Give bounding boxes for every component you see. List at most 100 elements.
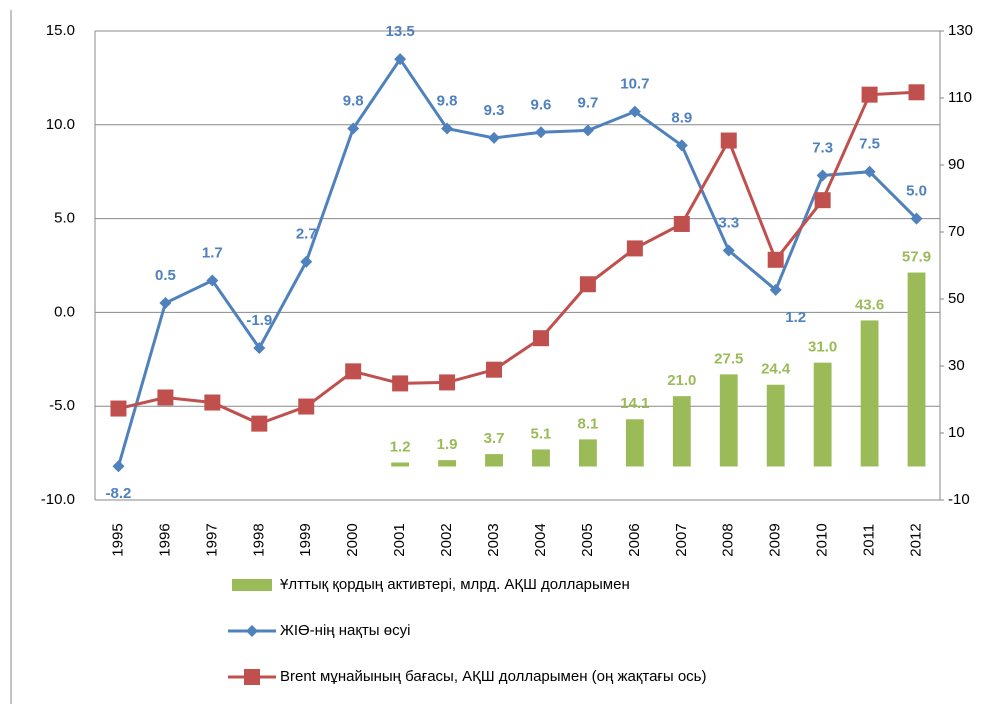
data-label: 9.8	[343, 93, 364, 110]
marker	[769, 283, 782, 296]
y2-tick-label: 50	[948, 290, 965, 307]
x-tick-label: 2006	[626, 523, 643, 556]
y2-tick-label: -10	[948, 491, 970, 508]
data-label: 2.7	[296, 226, 317, 243]
data-label: 9.8	[437, 93, 458, 110]
line	[117, 56, 918, 467]
y-tick-label: -5.0	[49, 397, 75, 414]
y-tick-label: 15.0	[46, 22, 75, 39]
marker	[720, 132, 737, 149]
bar	[578, 439, 597, 467]
marker	[253, 342, 266, 355]
x-tick-label: 1998	[250, 523, 267, 556]
data-label: 3.3	[718, 214, 739, 231]
data-label: 9.3	[484, 102, 505, 119]
x-tick-label: 1995	[109, 523, 126, 556]
y2-tick-label: 30	[948, 357, 965, 374]
marker	[206, 274, 219, 287]
data-label: -1.9	[246, 312, 272, 329]
x-tick-label: 2004	[532, 523, 549, 556]
data-label: 1.2	[390, 438, 411, 455]
marker	[767, 251, 784, 268]
data-label: 43.6	[855, 296, 884, 313]
bar	[719, 374, 738, 467]
y-tick-label: 5.0	[54, 210, 75, 227]
marker	[441, 122, 454, 135]
bar	[485, 454, 503, 467]
marker	[394, 53, 407, 66]
bar	[813, 362, 832, 467]
data-label: 5.1	[531, 425, 552, 442]
data-label: 9.6	[531, 96, 552, 113]
data-label: 8.1	[577, 415, 598, 432]
y2-tick-label: 130	[948, 22, 973, 39]
marker	[347, 122, 360, 135]
marker	[251, 415, 268, 432]
data-label: 14.1	[620, 395, 649, 412]
line	[118, 90, 917, 426]
marker	[863, 165, 876, 178]
marker	[579, 276, 596, 293]
data-label: 27.5	[714, 350, 743, 367]
bar	[907, 272, 926, 467]
legend-marker	[246, 625, 258, 637]
x-tick-label: 2003	[485, 523, 502, 556]
marker	[157, 389, 174, 406]
marker	[628, 105, 641, 118]
data-label: 3.7	[484, 430, 505, 447]
marker	[439, 374, 456, 391]
legend-label: Ұлттық қордың активтері, млрд. АҚШ долла…	[280, 576, 630, 593]
legend-label: Brent мұнайының бағасы, АҚШ долларымен (…	[280, 668, 707, 685]
marker	[673, 215, 690, 232]
marker	[112, 460, 125, 473]
data-label: 7.5	[859, 136, 880, 153]
legend-marker	[244, 669, 260, 685]
y2-tick-label: 110	[948, 89, 972, 106]
data-label: 5.0	[906, 183, 927, 200]
bar	[391, 462, 410, 467]
marker	[488, 131, 501, 144]
y2-tick-label: 70	[948, 223, 965, 240]
marker	[204, 394, 221, 411]
marker	[486, 361, 503, 378]
x-tick-label: 2005	[579, 523, 596, 556]
marker	[532, 330, 549, 347]
x-tick-label: 2001	[391, 523, 408, 556]
data-label: 8.9	[671, 109, 692, 126]
y-tick-label: 10.0	[46, 116, 75, 133]
marker	[159, 297, 172, 310]
marker	[814, 192, 831, 209]
marker	[345, 363, 362, 380]
bar	[672, 396, 691, 467]
x-tick-label: 2002	[438, 523, 455, 556]
x-tick-label: 2008	[720, 523, 737, 556]
marker	[298, 398, 315, 415]
x-tick-label: 2009	[767, 523, 784, 556]
marker	[910, 212, 923, 225]
bar	[860, 320, 879, 467]
y2-tick-label: 10	[948, 424, 965, 441]
data-label: -8.2	[106, 485, 132, 502]
data-label: 21.0	[667, 372, 696, 389]
bar	[438, 460, 457, 467]
bar	[532, 449, 550, 467]
marker	[908, 84, 925, 101]
marker	[392, 375, 409, 392]
data-label: 13.5	[386, 23, 415, 40]
marker	[861, 86, 878, 103]
data-label: 7.3	[812, 139, 833, 156]
x-tick-label: 2011	[861, 524, 878, 556]
data-label: 24.4	[761, 361, 791, 378]
x-tick-label: 2010	[814, 523, 831, 556]
y-tick-label: -10.0	[41, 491, 75, 508]
x-tick-label: 2000	[344, 523, 361, 556]
bar	[625, 419, 644, 467]
data-label: 0.5	[155, 267, 176, 284]
data-label: 10.7	[620, 76, 649, 93]
y-tick-label: 0.0	[54, 303, 75, 320]
x-tick-label: 1999	[297, 523, 314, 556]
x-tick-label: 1997	[203, 523, 220, 556]
bar	[766, 384, 785, 467]
data-label: 1.2	[785, 309, 806, 326]
